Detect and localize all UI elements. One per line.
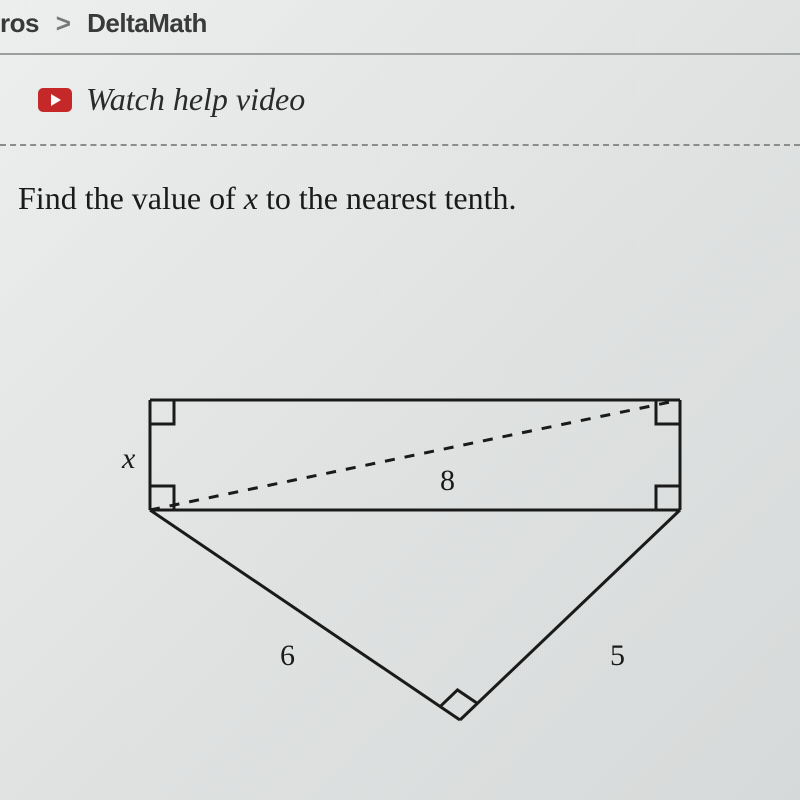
breadcrumb: ros > DeltaMath	[0, 0, 800, 53]
figure-svg: x 8 6 5	[110, 390, 710, 750]
breadcrumb-current[interactable]: DeltaMath	[87, 8, 207, 38]
geometry-figure: x 8 6 5	[110, 390, 710, 770]
question-variable: x	[244, 180, 258, 216]
question-suffix: to the nearest tenth.	[258, 180, 517, 216]
svg-text:x: x	[121, 442, 136, 475]
svg-text:5: 5	[610, 639, 625, 672]
breadcrumb-prev[interactable]: ros	[0, 8, 39, 38]
svg-text:6: 6	[280, 639, 295, 672]
question-text: Find the value of x to the nearest tenth…	[0, 146, 800, 217]
help-video-label: Watch help video	[86, 81, 305, 118]
chevron-right-icon: >	[56, 8, 71, 38]
play-video-icon	[38, 88, 72, 112]
svg-text:8: 8	[440, 464, 455, 497]
help-video-link[interactable]: Watch help video	[0, 55, 800, 144]
question-prefix: Find the value of	[18, 180, 244, 216]
